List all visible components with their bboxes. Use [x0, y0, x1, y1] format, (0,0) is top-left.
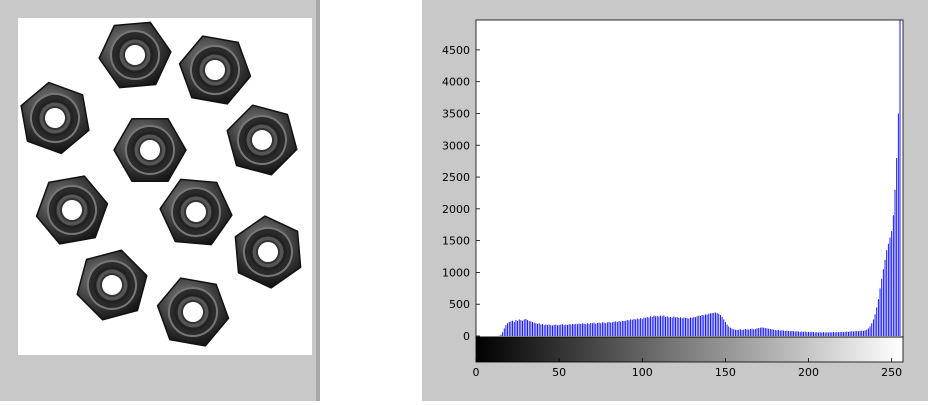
x-tick-label: 50 [552, 366, 566, 379]
nut-hole [184, 200, 208, 224]
y-tick-label: 4500 [442, 44, 470, 57]
y-tick-label: 500 [449, 298, 470, 311]
y-tick-label: 4000 [442, 76, 470, 89]
x-tick-label: 100 [632, 366, 653, 379]
colorbar [476, 337, 903, 362]
panel-edge [316, 0, 320, 401]
x-tick-label: 150 [715, 366, 736, 379]
x-tick-label: 250 [881, 366, 902, 379]
y-tick-label: 2500 [442, 171, 470, 184]
y-tick-label: 0 [463, 330, 470, 343]
y-tick-label: 3000 [442, 139, 470, 152]
nut-hole [139, 139, 161, 161]
plot-area [476, 20, 903, 337]
screenshot: 0 500 1000 1500 2000 2500 3000 3500 4000 4500 0 50 1… [0, 0, 928, 401]
y-tick-label: 3500 [442, 107, 470, 120]
y-tick-label: 1500 [442, 235, 470, 248]
nut-hole [123, 43, 147, 67]
y-tick-label: 2000 [442, 203, 470, 216]
x-tick-label: 0 [473, 366, 480, 379]
x-tick-label: 200 [798, 366, 819, 379]
y-tick-label: 1000 [442, 266, 470, 279]
